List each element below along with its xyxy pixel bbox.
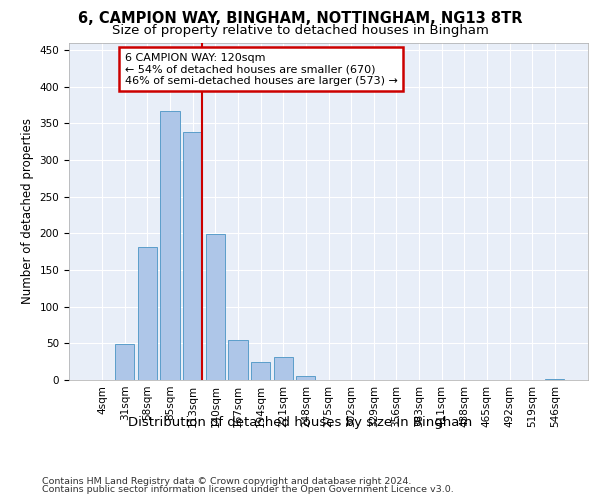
Text: Contains HM Land Registry data © Crown copyright and database right 2024.: Contains HM Land Registry data © Crown c… xyxy=(42,477,412,486)
Bar xyxy=(160,110,180,380)
Text: Contains public sector information licensed under the Open Government Licence v3: Contains public sector information licen… xyxy=(42,485,454,494)
Text: 6 CAMPION WAY: 120sqm
← 54% of detached houses are smaller (670)
46% of semi-det: 6 CAMPION WAY: 120sqm ← 54% of detached … xyxy=(125,52,397,86)
Bar xyxy=(229,340,248,380)
Bar xyxy=(138,247,157,380)
Y-axis label: Number of detached properties: Number of detached properties xyxy=(21,118,34,304)
Text: Distribution of detached houses by size in Bingham: Distribution of detached houses by size … xyxy=(128,416,472,429)
Bar xyxy=(274,358,293,380)
Bar xyxy=(206,234,225,380)
Text: 6, CAMPION WAY, BINGHAM, NOTTINGHAM, NG13 8TR: 6, CAMPION WAY, BINGHAM, NOTTINGHAM, NG1… xyxy=(78,11,522,26)
Bar xyxy=(296,376,316,380)
Bar xyxy=(183,132,202,380)
Bar xyxy=(115,344,134,380)
Text: Size of property relative to detached houses in Bingham: Size of property relative to detached ho… xyxy=(112,24,488,37)
Bar xyxy=(251,362,270,380)
